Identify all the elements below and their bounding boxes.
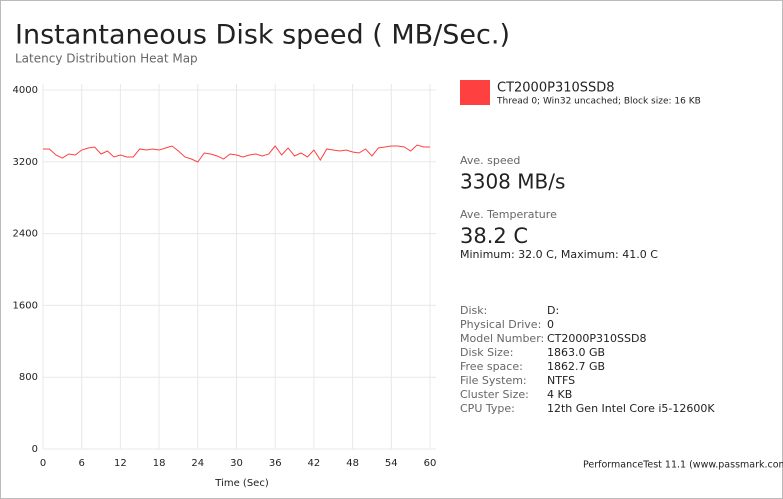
info-value: 1862.7 GB (547, 360, 605, 373)
info-value: 4 KB (547, 388, 572, 401)
info-label: Physical Drive: (460, 318, 541, 331)
x-tick-label: 48 (346, 458, 359, 469)
x-tick-label: 36 (269, 458, 282, 469)
legend-swatch (460, 80, 490, 105)
info-value: NTFS (547, 374, 575, 387)
info-label: Disk Size: (460, 346, 513, 359)
y-tick-label: 4000 (13, 85, 38, 96)
x-tick-label: 24 (191, 458, 204, 469)
y-tick-label: 2400 (13, 229, 38, 240)
stat-label: Ave. speed (460, 154, 520, 167)
data-line (43, 144, 430, 163)
info-label: Model Number: (460, 332, 544, 345)
footer: PerformanceTest 11.1 (www.passmark.com) (583, 460, 783, 471)
y-tick-label: 0 (32, 444, 38, 455)
legend-label: CT2000P310SSD8 (497, 81, 615, 96)
stat-detail: Minimum: 32.0 C, Maximum: 41.0 C (460, 248, 658, 261)
y-tick-label: 800 (19, 372, 38, 383)
x-tick-label: 42 (308, 458, 321, 469)
stat-value: 38.2 C (460, 224, 528, 248)
chart-subtitle: Latency Distribution Heat Map (15, 52, 198, 66)
stat-label: Ave. Temperature (460, 208, 557, 221)
info-label: Disk: (460, 304, 487, 317)
info-label: Cluster Size: (460, 388, 529, 401)
x-tick-label: 18 (153, 458, 166, 469)
info-value: 0 (547, 318, 554, 331)
stat-value: 3308 MB/s (460, 170, 565, 194)
x-tick-label: 30 (230, 458, 243, 469)
y-tick-label: 1600 (13, 300, 38, 311)
chart-title: Instantaneous Disk speed ( MB/Sec.) (15, 20, 510, 51)
info-label: Free space: (460, 360, 523, 373)
info-label: CPU Type: (460, 402, 515, 415)
x-tick-label: 6 (79, 458, 85, 469)
legend-note: Thread 0; Win32 uncached; Block size: 16… (496, 97, 701, 107)
info-value: 12th Gen Intel Core i5-12600K (547, 402, 715, 415)
x-axis-label: Time (Sec) (214, 478, 269, 489)
info-value: D: (547, 304, 559, 317)
info-value: CT2000P310SSD8 (547, 332, 646, 345)
x-tick-label: 60 (424, 458, 437, 469)
x-tick-label: 12 (114, 458, 127, 469)
x-tick-label: 0 (40, 458, 46, 469)
y-tick-label: 3200 (13, 157, 38, 168)
info-value: 1863.0 GB (547, 346, 605, 359)
x-tick-label: 54 (385, 458, 398, 469)
info-label: File System: (460, 374, 527, 387)
